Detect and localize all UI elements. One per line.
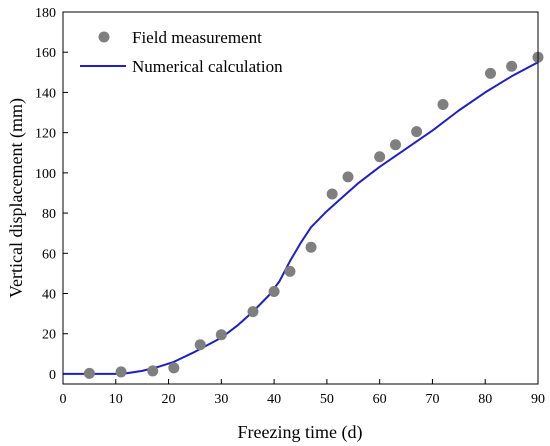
- y-tick-label: 0: [49, 368, 56, 383]
- field-measurement-point: [83, 367, 95, 379]
- x-tick-label: 30: [214, 392, 228, 407]
- y-tick-label: 120: [35, 127, 56, 142]
- x-axis-label: Freezing time (d): [238, 422, 363, 443]
- x-tick-label: 50: [320, 392, 334, 407]
- field-measurement-point: [115, 366, 127, 378]
- legend-label-field-measurement: Field measurement: [132, 28, 262, 47]
- field-measurement-point: [437, 98, 449, 110]
- field-measurement-point: [168, 362, 180, 374]
- numerical-calculation-line: [63, 61, 539, 375]
- x-tick-label: 90: [531, 392, 545, 407]
- field-measurement-point: [215, 329, 227, 341]
- y-tick-label: 180: [35, 6, 56, 21]
- field-measurement-point: [268, 286, 280, 298]
- x-tick-label: 80: [478, 392, 492, 407]
- x-tick-label: 70: [425, 392, 439, 407]
- x-tick-label: 0: [60, 392, 67, 407]
- field-measurement-point: [147, 365, 159, 377]
- field-measurement-point: [485, 67, 496, 79]
- field-measurement-point: [305, 241, 317, 253]
- legend-label-numerical-calculation: Numerical calculation: [132, 57, 283, 76]
- y-tick-label: 80: [42, 207, 56, 222]
- field-measurement-point: [284, 265, 296, 277]
- x-tick-label: 10: [109, 392, 123, 407]
- y-tick-label: 140: [35, 86, 56, 101]
- y-tick-label: 60: [42, 247, 56, 262]
- field-measurement-point: [390, 139, 401, 151]
- field-measurement-point: [194, 339, 206, 351]
- field-measurement-point: [374, 151, 386, 163]
- field-measurement-point: [506, 60, 518, 72]
- field-measurement-point: [411, 126, 423, 138]
- field-measurement-point: [247, 306, 259, 318]
- field-measurement-point: [342, 171, 354, 183]
- y-axis-label: Vertical displacement (mm): [6, 98, 27, 298]
- x-tick-label: 20: [162, 392, 176, 407]
- x-tick-label: 60: [373, 392, 387, 407]
- plot-frame: [62, 11, 539, 385]
- ticks-layer: 0 10 20 30 40 50 60 70 80 90 0 20 40 60 80 100 120 140 160…: [35, 6, 545, 407]
- x-tick-label: 40: [267, 392, 281, 407]
- y-tick-label: 160: [35, 46, 56, 61]
- legend-marker-field-measurement: [98, 31, 110, 43]
- legend: Field measurement Numerical calculation: [80, 28, 283, 76]
- y-tick-label: 40: [42, 288, 56, 303]
- plot-layer: [63, 51, 544, 379]
- y-tick-label: 100: [35, 167, 56, 182]
- y-tick-label: 20: [42, 328, 56, 343]
- field-measurement-point: [326, 188, 338, 200]
